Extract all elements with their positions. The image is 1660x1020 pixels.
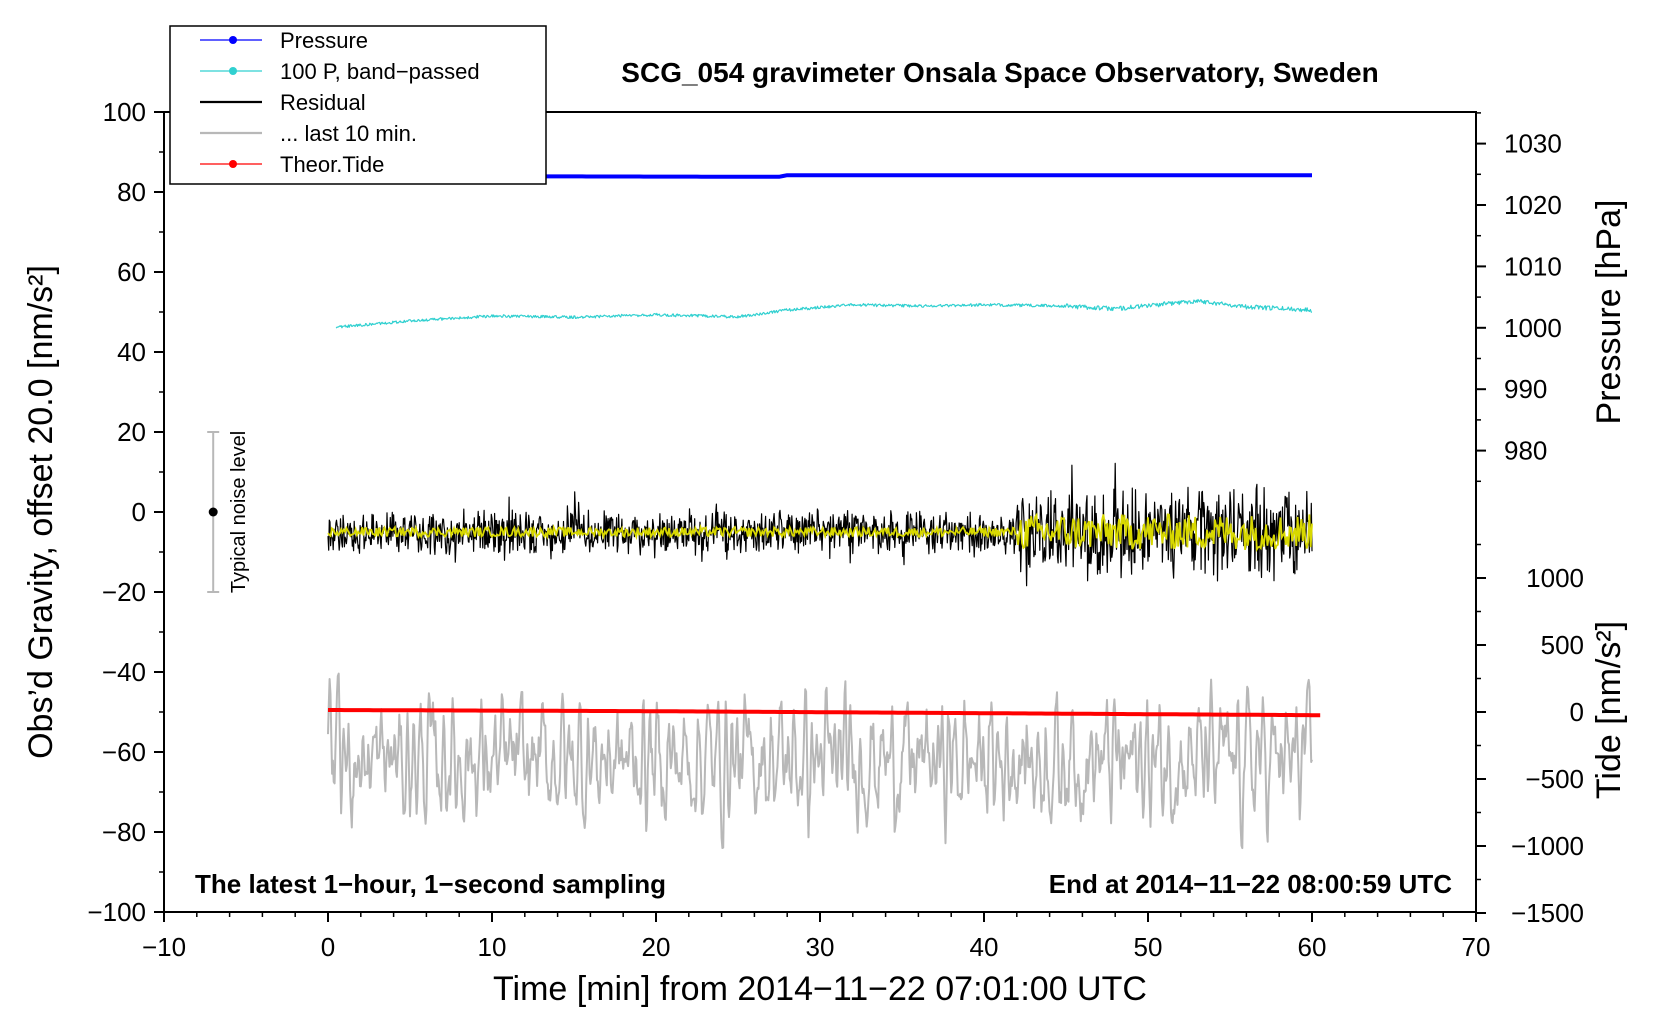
x-tick-label: 70 xyxy=(1462,932,1491,962)
x-tick-label: 50 xyxy=(1134,932,1163,962)
pressure-tick-label: 1030 xyxy=(1504,129,1562,159)
legend-marker-4 xyxy=(229,160,237,168)
noise-center-dot xyxy=(208,507,218,517)
note-right: End at 2014−11−22 08:00:59 UTC xyxy=(1049,869,1452,899)
series-layer xyxy=(327,173,1321,850)
legend: Pressure 100 P, band−passed Residual ... la… xyxy=(169,25,547,185)
residual-smoothed-line xyxy=(327,512,1313,553)
y-tick-label: 80 xyxy=(117,177,146,207)
pressure-tick-label: 1010 xyxy=(1504,251,1562,281)
x-tick-label: 30 xyxy=(806,932,835,962)
legend-label-2: Residual xyxy=(280,90,366,115)
x-axis-title: Time [min] from 2014−11−22 07:01:00 UTC xyxy=(493,970,1147,1008)
tide-tick-label: −500 xyxy=(1525,764,1584,794)
y-tick-label: 100 xyxy=(103,97,146,127)
y-axis-title-pressure: Pressure [hPa] xyxy=(1590,200,1628,425)
legend-box xyxy=(169,25,547,185)
legend-label-3: ... last 10 min. xyxy=(280,121,417,146)
tide-tick-label: 1000 xyxy=(1526,563,1584,593)
x-tick-label: −10 xyxy=(142,932,186,962)
y-tick-label: 60 xyxy=(117,257,146,287)
y-tick-label: −80 xyxy=(102,817,146,847)
tide-tick-label: 0 xyxy=(1570,697,1584,727)
legend-label-1: 100 P, band−passed xyxy=(280,59,480,84)
x-tick-label: 40 xyxy=(970,932,999,962)
tide-tick-label: −1000 xyxy=(1511,831,1584,861)
y-tick-label: −20 xyxy=(102,577,146,607)
y-axis-title-left: Obs’d Gravity, offset 20.0 [nm/s²] xyxy=(22,265,60,759)
chart-title: SCG_054 gravimeter Onsala Space Observat… xyxy=(621,57,1378,88)
axes-layer: −10 0 10 20 30 40 50 60 70−100−80−60−40−20020406… xyxy=(87,97,1584,962)
x-tick-label: 0 xyxy=(321,932,335,962)
x-tick-label: 60 xyxy=(1298,932,1327,962)
x-tick-label: 20 xyxy=(642,932,671,962)
y-axis-title-tide: Tide [nm/s²] xyxy=(1590,621,1628,799)
legend-marker-1 xyxy=(229,67,237,75)
tide-tick-label: −1500 xyxy=(1511,898,1584,928)
series-line-2 xyxy=(327,462,1313,587)
note-left: The latest 1−hour, 1−second sampling xyxy=(195,869,666,899)
y-tick-label: 40 xyxy=(117,337,146,367)
y-tick-label: 0 xyxy=(132,497,146,527)
noise-indicator: Typical noise level xyxy=(207,431,250,593)
legend-label-4: Theor.Tide xyxy=(280,152,384,177)
pressure-tick-label: 990 xyxy=(1504,374,1547,404)
pressure-tick-label: 1020 xyxy=(1504,190,1562,220)
legend-marker-0 xyxy=(229,36,237,44)
tide-tick-label: 500 xyxy=(1541,630,1584,660)
pressure-tick-label: 1000 xyxy=(1504,313,1562,343)
legend-label-0: Pressure xyxy=(280,28,368,53)
noise-label: Typical noise level xyxy=(228,431,250,593)
series-line-4 xyxy=(328,708,1321,718)
series-line-1 xyxy=(335,298,1313,329)
y-tick-label: −100 xyxy=(87,897,146,927)
series-line-3 xyxy=(327,672,1313,850)
y-tick-label: −60 xyxy=(102,737,146,767)
x-tick-label: 10 xyxy=(478,932,507,962)
y-tick-label: 20 xyxy=(117,417,146,447)
y-tick-label: −40 xyxy=(102,657,146,687)
pressure-tick-label: 980 xyxy=(1504,436,1547,466)
